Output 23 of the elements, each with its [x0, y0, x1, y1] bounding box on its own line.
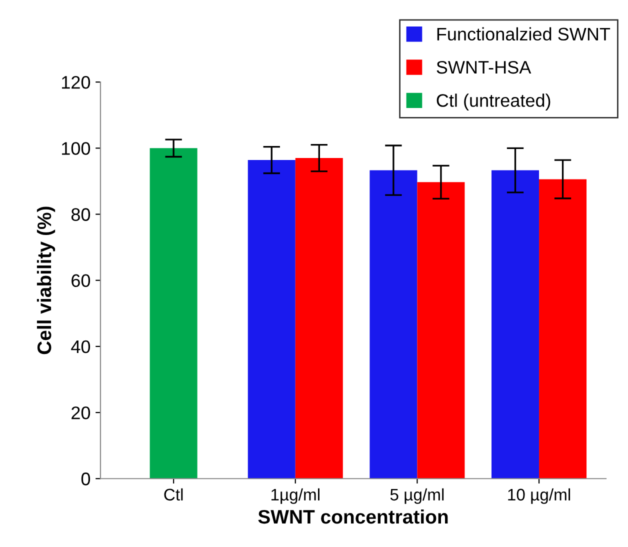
bar	[248, 160, 296, 479]
y-tick-label: 20	[72, 406, 90, 420]
y-axis-title: Cell viability (%)	[36, 206, 56, 354]
x-tick-label: 1µg/ml	[271, 488, 320, 504]
bar	[417, 182, 465, 479]
x-tick-label: Ctl	[164, 488, 183, 501]
legend-label: Ctl (untreated)	[436, 94, 550, 110]
y-tick-label: 80	[71, 208, 90, 221]
bar	[295, 158, 343, 479]
y-tick-label: 0	[81, 472, 90, 486]
bar	[539, 179, 587, 479]
x-axis-title: SWNT concentration	[258, 509, 448, 524]
y-tick-label: 120	[62, 76, 90, 89]
x-tick-label: 5 µg/ml	[390, 488, 444, 504]
y-tick-label: 60	[72, 274, 90, 288]
x-tick-label: 10 µg/ml	[508, 488, 570, 504]
legend-label: SWNT-HSA	[436, 60, 532, 74]
legend-label: Functionalzied SWNT	[437, 27, 610, 41]
bar	[492, 170, 540, 479]
bar	[370, 170, 418, 479]
bar	[150, 148, 198, 479]
y-tick-label: 100	[62, 142, 90, 155]
y-tick-label: 40	[71, 340, 90, 354]
